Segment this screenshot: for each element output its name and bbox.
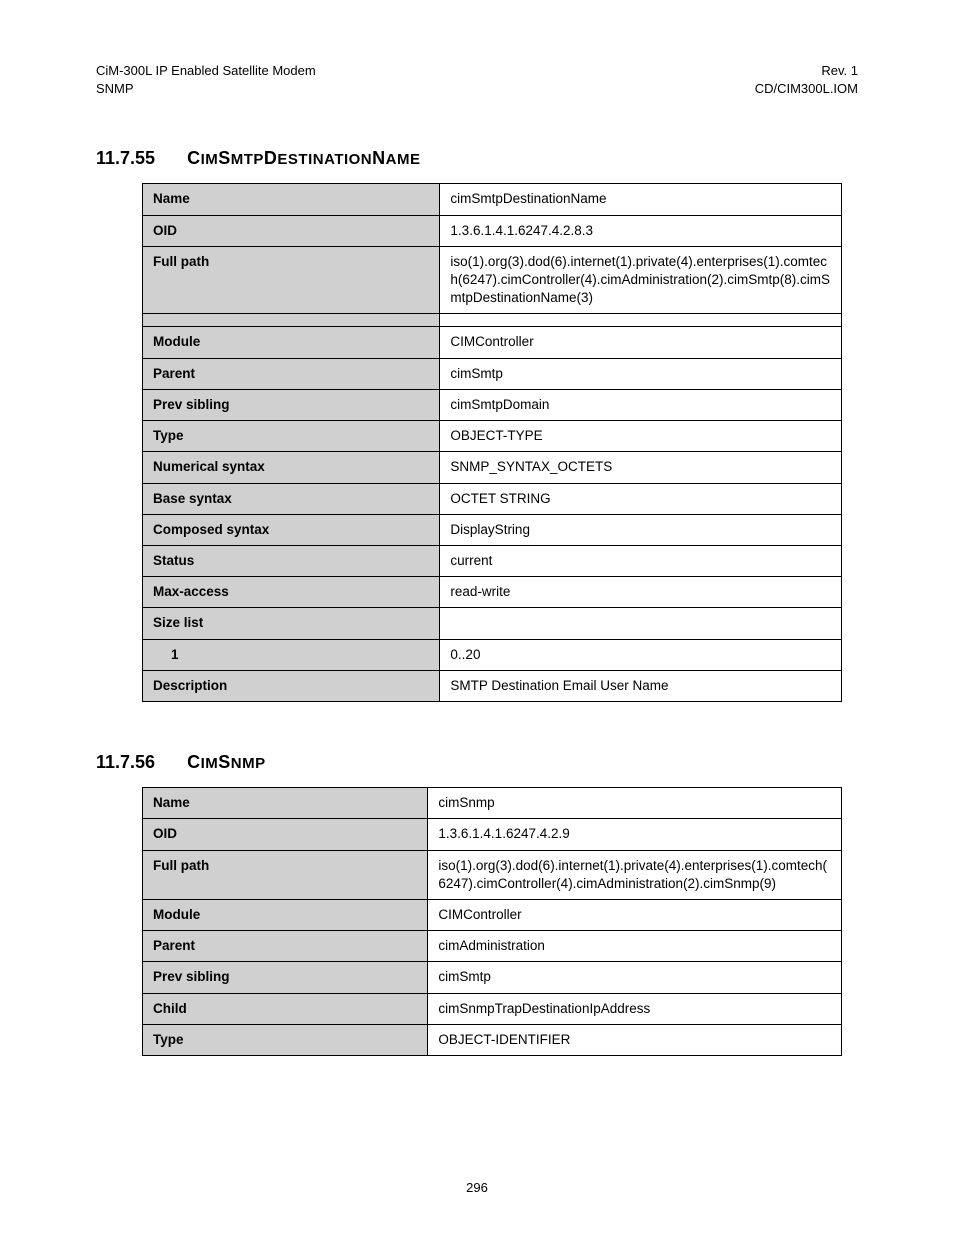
table-row: Prev siblingcimSmtp [143,962,842,993]
property-label: OID [143,819,428,850]
section-heading: 11.7.55 CIMSMTPDESTINATIONNAME [96,148,858,169]
property-value: cimSmtp [428,962,842,993]
table-row [143,314,842,327]
property-value: current [440,546,842,577]
table-row: Composed syntaxDisplayString [143,514,842,545]
property-value: cimAdministration [428,931,842,962]
property-value: SNMP_SYNTAX_OCTETS [440,452,842,483]
table-row: Prev siblingcimSmtpDomain [143,389,842,420]
table-row: OID1.3.6.1.4.1.6247.4.2.9 [143,819,842,850]
property-value: cimSmtpDestinationName [440,184,842,215]
table-row: ModuleCIMController [143,899,842,930]
property-value [440,314,842,327]
header-rev: Rev. 1 [755,62,858,80]
property-value: 1.3.6.1.4.1.6247.4.2.9 [428,819,842,850]
property-value: OBJECT-TYPE [440,421,842,452]
table-row: DescriptionSMTP Destination Email User N… [143,670,842,701]
table-row: Base syntaxOCTET STRING [143,483,842,514]
table-row: OID1.3.6.1.4.1.6247.4.2.8.3 [143,215,842,246]
property-value: 0..20 [440,639,842,670]
table-row: TypeOBJECT-TYPE [143,421,842,452]
property-value: OCTET STRING [440,483,842,514]
table-row: ChildcimSnmpTrapDestinationIpAddress [143,993,842,1024]
property-value [440,608,842,639]
header-left: CiM-300L IP Enabled Satellite Modem SNMP [96,62,316,98]
property-label: Name [143,184,440,215]
section-number: 11.7.55 [96,148,155,169]
table-row: 10..20 [143,639,842,670]
property-label: OID [143,215,440,246]
table-row: Full pathiso(1).org(3).dod(6).internet(1… [143,246,842,314]
property-label: 1 [143,639,440,670]
property-value: cimSnmp [428,788,842,819]
property-label: Composed syntax [143,514,440,545]
property-value: cimSmtpDomain [440,389,842,420]
table-row: Numerical syntaxSNMP_SYNTAX_OCTETS [143,452,842,483]
table-row: NamecimSnmp [143,788,842,819]
property-label: Size list [143,608,440,639]
section-number: 11.7.56 [96,752,155,773]
header-right: Rev. 1 CD/CIM300L.IOM [755,62,858,98]
property-label: Status [143,546,440,577]
page-number: 296 [0,1180,954,1195]
table-row: ParentcimAdministration [143,931,842,962]
property-value: cimSmtp [440,358,842,389]
property-label: Base syntax [143,483,440,514]
table-row: Max-accessread-write [143,577,842,608]
property-label: Name [143,788,428,819]
table-row: ParentcimSmtp [143,358,842,389]
property-label: Module [143,899,428,930]
property-value: CIMController [428,899,842,930]
sections-container: 11.7.55CIMSMTPDESTINATIONNAMENamecimSmtp… [96,148,858,1056]
property-label: Type [143,421,440,452]
property-label: Parent [143,931,428,962]
property-label: Description [143,670,440,701]
property-label: Max-access [143,577,440,608]
section-title: CIMSNMP [187,752,266,773]
property-label: Type [143,1024,428,1055]
property-label: Parent [143,358,440,389]
property-value: iso(1).org(3).dod(6).internet(1).private… [428,850,842,899]
section-title: CIMSMTPDESTINATIONNAME [187,148,420,169]
header-doc: CD/CIM300L.IOM [755,80,858,98]
property-value: read-write [440,577,842,608]
table-row: Full pathiso(1).org(3).dod(6).internet(1… [143,850,842,899]
property-table: NamecimSnmpOID1.3.6.1.4.1.6247.4.2.9Full… [142,787,842,1056]
property-label: Module [143,327,440,358]
table-row: TypeOBJECT-IDENTIFIER [143,1024,842,1055]
property-label: Child [143,993,428,1024]
table-row: ModuleCIMController [143,327,842,358]
property-value: cimSnmpTrapDestinationIpAddress [428,993,842,1024]
property-label: Full path [143,850,428,899]
header-title: CiM-300L IP Enabled Satellite Modem [96,62,316,80]
table-row: NamecimSmtpDestinationName [143,184,842,215]
document-page: CiM-300L IP Enabled Satellite Modem SNMP… [0,0,954,1235]
header-subtitle: SNMP [96,80,316,98]
property-value: CIMController [440,327,842,358]
table-row: Statuscurrent [143,546,842,577]
property-label [143,314,440,327]
page-header: CiM-300L IP Enabled Satellite Modem SNMP… [96,62,858,98]
property-table: NamecimSmtpDestinationNameOID1.3.6.1.4.1… [142,183,842,702]
property-label: Prev sibling [143,962,428,993]
section-heading: 11.7.56 CIMSNMP [96,752,858,773]
table-row: Size list [143,608,842,639]
property-value: iso(1).org(3).dod(6).internet(1).private… [440,246,842,314]
property-value: 1.3.6.1.4.1.6247.4.2.8.3 [440,215,842,246]
property-value: OBJECT-IDENTIFIER [428,1024,842,1055]
property-value: DisplayString [440,514,842,545]
property-label: Prev sibling [143,389,440,420]
property-label: Full path [143,246,440,314]
property-label: Numerical syntax [143,452,440,483]
property-value: SMTP Destination Email User Name [440,670,842,701]
